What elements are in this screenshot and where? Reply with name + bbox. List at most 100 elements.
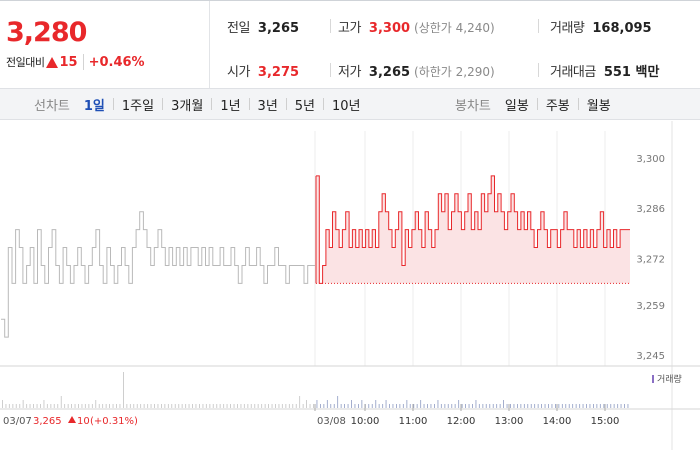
volume-bar: [624, 404, 625, 408]
volume-bar: [88, 404, 90, 408]
volume-bar: [575, 404, 577, 408]
volume-bar: [385, 400, 387, 408]
volume-bar: [375, 400, 377, 408]
volume-bar: [50, 404, 52, 408]
volume-bar: [485, 404, 487, 408]
volume-bar: [368, 404, 370, 408]
volume-bar: [109, 404, 110, 408]
volume-bar: [147, 404, 149, 408]
volume-bar: [354, 404, 356, 408]
prev-day-date: 03/07: [3, 416, 32, 427]
volume-bar: [202, 404, 204, 408]
volume-bar: [174, 404, 176, 408]
volume-bar: [33, 404, 34, 408]
x-axis: 03/08 10:00 11:00 12:00 13:00 14:00 15:00: [314, 404, 620, 427]
volume-bar: [371, 404, 373, 408]
volume-bar: [105, 404, 107, 408]
candle-chart-title: 봉차트: [455, 98, 491, 114]
volume-bar: [271, 404, 273, 408]
volume-bar: [430, 404, 432, 408]
y-tick-label: 3,272: [636, 254, 665, 265]
divider: [112, 98, 114, 110]
volume-bars: [2, 372, 629, 408]
volume-bar: [534, 404, 536, 408]
tab-1w[interactable]: 1주일: [121, 98, 155, 114]
volume-bar: [26, 404, 28, 408]
change-label: 전일대비: [6, 56, 45, 69]
volume-bar: [378, 404, 380, 408]
prev-day-line: [1, 211, 315, 338]
prev-day-summary: 03/07 3,265 10 (+0.31%): [3, 416, 138, 427]
volume-bar: [209, 404, 211, 408]
tab-1d[interactable]: 1일: [83, 98, 105, 114]
volume-bar: [157, 404, 159, 408]
volume-bar: [599, 404, 601, 408]
volume-bar: [143, 404, 145, 408]
y-tick-label: 3,245: [636, 351, 665, 362]
divider: [285, 98, 287, 110]
volume-bar: [596, 404, 598, 408]
volume-bar: [205, 404, 207, 408]
x-tick-label: 10:00: [351, 416, 380, 427]
volume-bar: [5, 404, 7, 408]
volume-bar: [427, 404, 428, 408]
tab-1y[interactable]: 1년: [220, 98, 241, 114]
tab-5y[interactable]: 5년: [294, 98, 316, 114]
divider: [536, 98, 538, 110]
today-price-line: [316, 175, 630, 284]
chart-period-tabs: 선차트 1일 1주일 3개월 1년 3년 5년 10년 봉차트 일봉 주봉 월봉: [0, 88, 700, 120]
tab-weekly[interactable]: 주봉: [545, 98, 570, 114]
tab-daily[interactable]: 일봉: [504, 98, 529, 114]
volume-bar: [520, 404, 522, 408]
volume-bar: [313, 404, 314, 408]
volume-bar: [606, 404, 608, 408]
volume-bar: [610, 404, 612, 408]
volume-bar: [81, 404, 83, 408]
tab-3y[interactable]: 3년: [257, 98, 278, 114]
volume-bar: [199, 404, 200, 408]
volume-bar: [40, 404, 41, 408]
volume-bar: [565, 404, 567, 408]
volume-bar: [561, 404, 563, 408]
volume-bar: [98, 404, 100, 408]
volume-bar: [399, 404, 401, 408]
volume-bar: [102, 404, 104, 408]
volume-bar: [333, 404, 335, 408]
volume-bar: [537, 404, 539, 408]
volume-bar: [240, 404, 242, 408]
stat-prev-close: 전일 3,265: [227, 21, 300, 36]
volume-bar: [78, 404, 79, 408]
x-tick-label: 14:00: [543, 416, 572, 427]
current-price: 3,280: [6, 17, 87, 48]
volume-bar: [195, 404, 197, 408]
volume-bar: [299, 396, 301, 408]
tab-monthly[interactable]: 월봉: [586, 98, 611, 114]
volume-bar: [330, 404, 332, 408]
intraday-price-chart[interactable]: 3,300 3,286 3,272 3,259 3,245 03/08 10:00 11:0…: [0, 121, 700, 450]
volume-bar: [613, 404, 615, 408]
price-box: 3,280 전일대비 15 +0.46%: [0, 1, 210, 89]
prev-day-series: [1, 211, 315, 338]
quote-summary: 3,280 전일대비 15 +0.46% 전일 3,265 고가 3,300 (…: [0, 0, 700, 89]
x-tick-label: 15:00: [591, 416, 620, 427]
volume-bar: [358, 404, 359, 408]
volume-bar: [579, 404, 581, 408]
volume-bar: [544, 404, 546, 408]
volume-bar: [617, 404, 619, 408]
volume-bar: [243, 404, 245, 408]
divider: [82, 54, 84, 70]
volume-bar: [603, 404, 605, 408]
y-tick-label: 3,300: [636, 154, 665, 165]
volume-bar: [489, 404, 491, 408]
tab-10y[interactable]: 10년: [332, 98, 361, 114]
volume-bar: [468, 404, 470, 408]
volume-bar: [396, 404, 397, 408]
volume-bar: [95, 400, 97, 408]
volume-bar: [257, 404, 259, 408]
volume-bar: [295, 404, 297, 408]
tab-3m[interactable]: 3개월: [171, 98, 204, 114]
y-axis-ticks: 3,300 3,286 3,272 3,259 3,245: [636, 154, 665, 362]
volume-bar: [188, 404, 190, 408]
divider: [330, 63, 331, 77]
volume-bar: [112, 404, 114, 408]
